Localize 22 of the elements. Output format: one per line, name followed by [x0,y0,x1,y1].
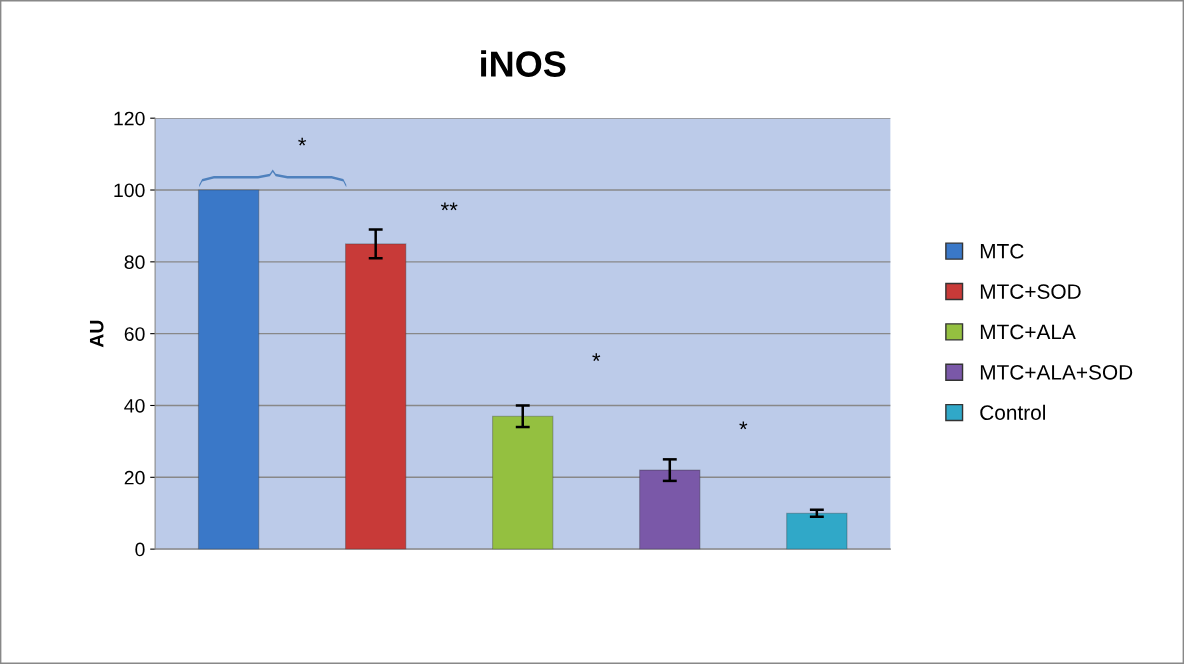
annotation: ** [440,202,458,211]
y-tick-label: 100 [114,183,145,198]
chart-title: iNOS [481,50,566,77]
y-tick-label: 20 [124,470,145,485]
bar [492,415,554,550]
annotation: * [592,353,601,362]
annotation: * [739,421,748,430]
bar [344,243,407,550]
bar [786,512,848,550]
y-tick-label: 80 [124,255,145,270]
legend-label: MTC [980,243,1024,259]
bar [639,469,701,550]
y-tick-label: 60 [124,327,145,341]
legend-label: MTC+ALA [980,324,1076,340]
y-tick-label: 40 [124,398,145,413]
legend-label: Control [980,404,1045,421]
legend-label: MTC+ALA+SOD [980,364,1133,380]
y-tick-label: 120 [114,111,145,126]
y-tick-label: 0 [135,542,145,557]
legend-label: MTC+SOD [980,284,1081,299]
annotation: * [298,137,307,146]
y-axis-title: AU [89,320,104,348]
